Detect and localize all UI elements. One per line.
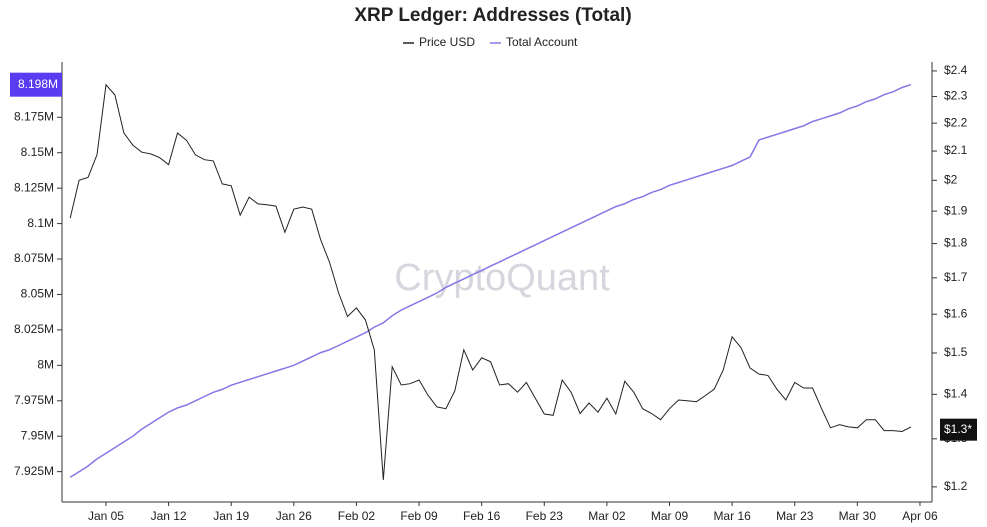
y2-tick-label: $2: [944, 173, 958, 187]
current-tag-label: $1.3*: [944, 422, 972, 436]
y-tick-label: 8.15M: [21, 145, 54, 159]
x-tick-label: Feb 02: [338, 509, 376, 523]
series-line: [69, 83, 912, 480]
current-tag: [10, 72, 62, 97]
y-tick-label: 8.1M: [27, 216, 54, 230]
y2-tick-label: $2.2: [944, 115, 968, 129]
x-tick-label: Jan 19: [213, 509, 249, 523]
y2-tick-label: $2.3: [944, 89, 968, 103]
x-tick-label: Feb 09: [400, 509, 438, 523]
y2-tick-label: $1.4: [944, 387, 968, 401]
y2-tick-label: $1.9: [944, 203, 968, 217]
x-tick-label: Jan 12: [151, 509, 187, 523]
y-tick-label: 7.95M: [21, 428, 54, 442]
x-tick-label: Jan 05: [88, 509, 124, 523]
y2-tick-label: $1.8: [944, 236, 968, 250]
x-tick-label: Feb 23: [526, 509, 564, 523]
x-tick-label: Mar 02: [588, 509, 626, 523]
y-tick-label: 8.175M: [14, 109, 54, 123]
x-tick-label: Mar 16: [713, 509, 751, 523]
y-tick-label: 7.925M: [14, 464, 54, 478]
y-tick-label: 8M: [37, 358, 54, 372]
y-tick-label: 8.05M: [21, 287, 54, 301]
y-tick-label: 7.975M: [14, 393, 54, 407]
x-tick-label: Mar 23: [776, 509, 814, 523]
y2-tick-label: $2.4: [944, 63, 968, 77]
legend-label: Price USD: [419, 35, 475, 49]
x-tick-label: Apr 06: [902, 509, 938, 523]
series-line: [69, 83, 912, 478]
watermark: CryptoQuant: [394, 257, 610, 299]
y2-tick-label: $1.5: [944, 345, 968, 359]
chart-title: XRP Ledger: Addresses (Total): [354, 5, 631, 26]
x-tick-label: Mar 09: [651, 509, 689, 523]
current-tag-label: 8.198M: [18, 77, 58, 91]
x-tick-label: Mar 30: [839, 509, 877, 523]
legend-label: Total Account: [506, 35, 578, 49]
current-tag: [940, 418, 977, 441]
x-tick-label: Jan 26: [276, 509, 312, 523]
y2-tick-label: $1.2: [944, 479, 968, 493]
y2-tick-label: $1.7: [944, 270, 968, 284]
y-tick-label: 8.025M: [14, 322, 54, 336]
y-tick-label: 8.125M: [14, 180, 54, 194]
y-tick-label: 8.075M: [14, 251, 54, 265]
x-tick-label: Feb 16: [463, 509, 501, 523]
y2-tick-label: $2.1: [944, 143, 968, 157]
y2-tick-label: $1.6: [944, 306, 968, 320]
